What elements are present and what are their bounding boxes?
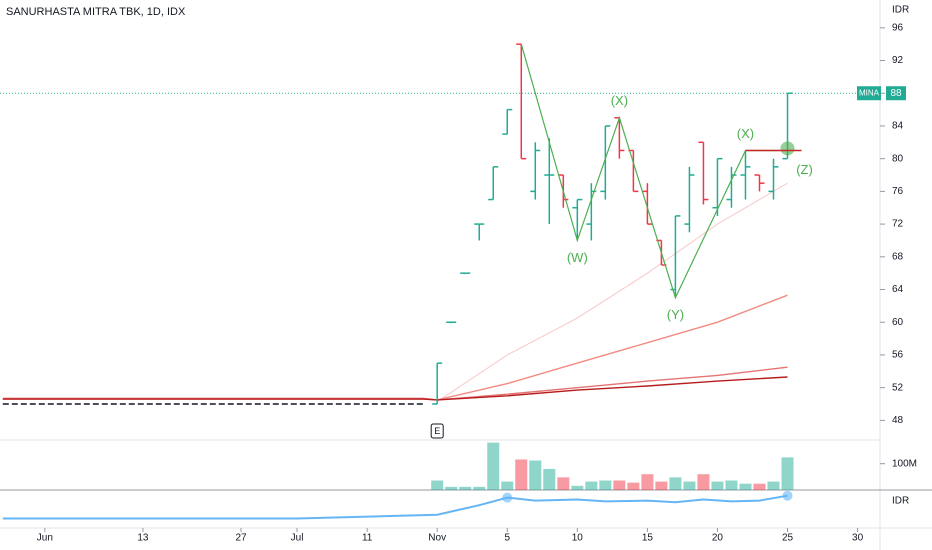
chart-title: SANURHASTA MITRA TBK, 1D, IDX [6,6,186,18]
x-tick-label: 10 [572,533,584,544]
volume-bar [459,486,472,490]
wave-label: (W) [567,250,588,265]
volume-tick-label: 100M [892,458,917,469]
y-tick-label: 68 [892,251,904,262]
wave-label: (Z) [796,162,813,177]
moving-average [2,376,788,401]
volume-bar [557,477,570,490]
volume-bar [753,483,766,490]
x-tick-label: Jul [291,533,304,544]
y-tick-label: 56 [892,350,904,361]
indicator-marker [502,492,513,503]
last-price-label: 88 [890,88,902,99]
volume-bar [431,480,444,490]
x-tick-label: Jun [37,533,53,544]
volume-bar [571,485,584,490]
volume-bar [473,486,486,490]
moving-average [436,182,788,403]
symbol-label: MINA [859,88,880,97]
x-tick-label: 13 [137,533,149,544]
volume-bar [529,460,542,490]
volume-bar [515,459,528,490]
x-tick-label: Nov [428,533,446,544]
volume-bar [543,468,556,490]
x-tick-label: 30 [852,533,864,544]
volume-bar [655,481,668,490]
x-tick-label: 15 [642,533,654,544]
volume-bar [697,474,710,490]
volume-bar [487,442,500,490]
volume-bar [725,480,738,490]
volume-bar [627,482,640,490]
indicator-label: IDR [892,496,909,507]
indicator-marker [782,490,793,501]
earnings-box [430,423,444,439]
volume-bar [501,481,514,490]
wave-label: (X) [611,93,628,108]
volume-bar [711,481,724,490]
earnings-label: E [434,426,440,436]
x-tick-label: 25 [782,533,794,544]
volume-bar [669,477,682,490]
y-tick-label: 60 [892,317,904,328]
y-tick-label: 80 [892,153,904,164]
volume-bar [767,481,780,490]
currency-label: IDR [892,5,909,16]
wave-marker [780,141,795,156]
x-tick-label: 11 [362,533,373,544]
volume-bar [599,480,612,490]
volume-bar [781,457,794,490]
volume-bar [683,481,696,490]
y-tick-label: 72 [892,219,904,230]
y-tick-label: 64 [892,284,904,295]
symbol-box [857,86,881,101]
y-tick-label: 48 [892,415,904,426]
y-tick-label: 92 [892,55,904,66]
indicator-line [2,494,788,520]
volume-bar [739,483,752,490]
volume-bar [641,474,654,490]
volume-bar [613,480,626,490]
y-tick-label: 76 [892,186,904,197]
wave-label: (Y) [667,307,684,322]
x-tick-label: 20 [712,533,724,544]
y-tick-label: 52 [892,382,904,393]
y-tick-label: 96 [892,22,904,33]
x-tick-label: 27 [235,533,247,544]
volume-bar [445,486,458,490]
x-tick-label: 5 [504,533,510,544]
price-box [886,86,906,101]
volume-bar [585,481,598,490]
wave-label: (X) [737,126,754,141]
y-tick-label: 84 [892,121,904,132]
